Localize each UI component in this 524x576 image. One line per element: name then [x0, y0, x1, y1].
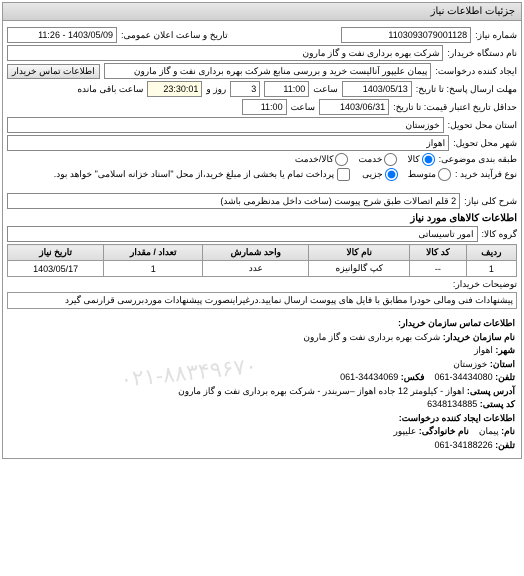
creator-label: ایجاد کننده درخواست: [435, 66, 517, 77]
goods-table: ردیف کد کالا نام کالا واحد شمارش تعداد /… [7, 244, 517, 277]
contact-city: اهواز [474, 345, 493, 355]
cat-service-label: خدمت [358, 154, 382, 165]
category-label: طبقه بندی موضوعی: [439, 154, 517, 165]
cat-service-option[interactable]: خدمت [358, 153, 397, 166]
panel-title: جزئیات اطلاعات نیاز [3, 3, 521, 21]
validity-time-label: ساعت [291, 102, 316, 113]
treasury-checkbox[interactable] [337, 168, 350, 181]
province-field [7, 117, 444, 133]
deadline-date-field [342, 81, 412, 97]
contact-lastname: علیپور [393, 426, 416, 436]
cat-goods-label: کالا [407, 154, 419, 165]
contact-fax: 34434069-061 [340, 372, 398, 382]
city-label: شهر محل تحویل: [453, 138, 517, 149]
goods-group-field [7, 226, 478, 242]
purchase-type-label: نوع فرآیند خرید : [455, 169, 517, 180]
contact-section2: اطلاعات ایجاد کننده درخواست: [399, 413, 515, 423]
td-date: 1403/05/17 [8, 261, 104, 277]
validity-time-field [242, 99, 287, 115]
remain-days-label: روز و [206, 84, 226, 95]
th-unit: واحد شمارش [203, 245, 309, 261]
contact-province: خوزستان [453, 359, 487, 369]
contact-postal: اهواز - کیلومتر 12 جاده اهواز –سربندر - … [178, 386, 464, 396]
goods-section-title: اطلاعات کالاهای مورد نیاز [7, 213, 517, 224]
validity-date-field [319, 99, 389, 115]
contact-phone-label: تلفن: [495, 372, 515, 382]
request-no-label: شماره نیاز: [475, 30, 517, 41]
contact-postcode-label: کد پستی: [480, 399, 515, 409]
purchase-type-radio-group: متوسط جزیی [362, 168, 451, 181]
pt-medium-option[interactable]: متوسط [408, 168, 451, 181]
contact-phone2-label: تلفن: [495, 440, 515, 450]
td-qty: 1 [104, 261, 203, 277]
contact-name: پیمان [479, 426, 499, 436]
th-code: کد کالا [410, 245, 467, 261]
announce-field [7, 27, 117, 43]
remain-suffix: ساعت باقی مانده [77, 84, 143, 95]
cat-goods-service-label: کالا/خدمت [295, 154, 334, 165]
contact-province-label: استان: [490, 359, 515, 369]
deadline-time-label: ساعت [313, 84, 338, 95]
remain-time-field [147, 81, 202, 97]
contact-lastname-label: نام خانوادگی: [419, 426, 469, 436]
category-radio-group: کالا خدمت کالا/خدمت [295, 153, 435, 166]
cat-goods-option[interactable]: کالا [407, 153, 434, 166]
goods-group-label: گروه کالا: [482, 229, 517, 240]
td-row: 1 [466, 261, 516, 277]
pt-medium-label: متوسط [408, 169, 436, 180]
buyer-contact-button[interactable]: اطلاعات تماس خریدار [7, 64, 100, 79]
contact-city-label: شهر: [495, 345, 515, 355]
request-no-field [341, 27, 471, 43]
th-name: نام کالا [309, 245, 410, 261]
deadline-time-field [264, 81, 309, 97]
remain-days-field [230, 81, 260, 97]
buyer-org-label: نام دستگاه خریدار: [447, 48, 517, 59]
th-date: تاریخ نیاز [8, 245, 104, 261]
city-field [7, 135, 449, 151]
purchase-note: پرداخت تمام یا بخشی از مبلغ خرید،از محل … [54, 169, 334, 180]
buyer-org-field [7, 45, 443, 61]
desc-field [7, 193, 460, 209]
table-row: 1 -- کپ گالوانیزه عدد 1 1403/05/17 [8, 261, 517, 277]
creator-field [104, 63, 432, 79]
pt-partial-label: جزیی [362, 169, 383, 180]
deadline-label: مهلت ارسال پاسخ: تا تاریخ: [416, 84, 517, 95]
contact-postcode: 6348134885 [427, 399, 477, 409]
buyer-notes: پیشنهادات فنی ومالی حودرا مطابق با فایل … [7, 292, 517, 309]
contact-phone: 34434080-061 [435, 372, 493, 382]
province-label: استان محل تحویل: [448, 120, 517, 131]
contact-name-label: نام: [501, 426, 515, 436]
contact-phone2: 34188226-061 [435, 440, 493, 450]
contact-org: شرکت بهره برداری نفت و گاز مارون [303, 332, 440, 342]
pt-partial-option[interactable]: جزیی [362, 168, 398, 181]
buyer-notes-label: توضیحات خریدار: [453, 279, 517, 290]
th-row: ردیف [466, 245, 516, 261]
announce-label: تاریخ و ساعت اعلان عمومی: [121, 30, 228, 41]
cat-goods-service-option[interactable]: کالا/خدمت [295, 153, 349, 166]
contact-section1: اطلاعات تماس سازمان خریدار: [398, 318, 515, 328]
validity-label: حداقل تاریخ اعتبار قیمت: تا تاریخ: [393, 102, 517, 113]
desc-label: شرح کلی نیاز: [464, 196, 517, 207]
contact-org-label: نام سازمان خریدار: [443, 332, 515, 342]
td-code: -- [410, 261, 467, 277]
td-name: کپ گالوانیزه [309, 261, 410, 277]
contact-fax-label: فکس: [401, 372, 425, 382]
th-qty: تعداد / مقدار [104, 245, 203, 261]
contact-postal-label: آدرس پستی: [467, 386, 515, 396]
td-unit: عدد [203, 261, 309, 277]
